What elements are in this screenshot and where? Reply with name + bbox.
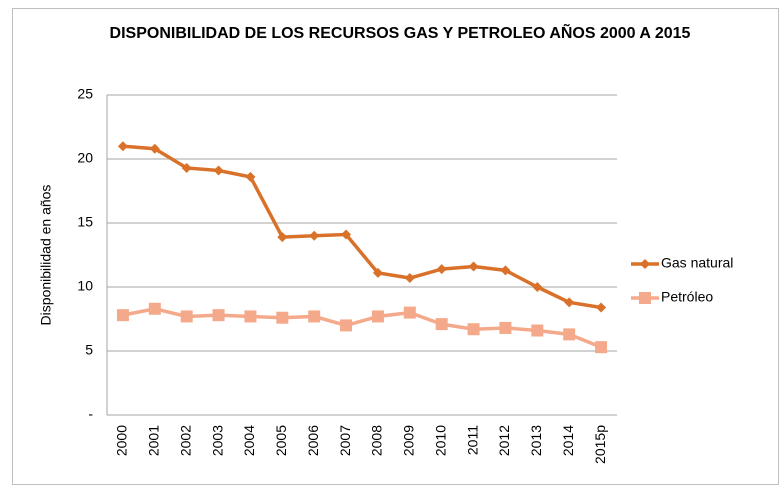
x-tick-label: 2005 (273, 425, 289, 456)
x-tick-label: 2013 (528, 425, 544, 456)
data-point (436, 264, 447, 275)
y-tick-label: 5 (85, 342, 93, 358)
y-tick-label: 20 (77, 150, 93, 166)
data-point (371, 310, 384, 323)
x-tick-label: 2002 (177, 425, 193, 456)
y-tick-label: 25 (77, 86, 93, 102)
legend-marker (640, 259, 650, 269)
x-tick-label: 2000 (114, 425, 130, 456)
x-tick-label: 2011 (464, 425, 480, 455)
data-point (564, 297, 575, 308)
legend-label: Gas natural (661, 255, 733, 271)
chart-title: DISPONIBILIDAD DE LOS RECURSOS GAS Y PET… (109, 25, 691, 42)
data-point (116, 309, 129, 322)
data-point (277, 232, 288, 243)
data-point (149, 143, 160, 154)
data-point (563, 328, 576, 341)
chart-border (12, 8, 779, 485)
data-point (595, 341, 608, 354)
data-point (180, 310, 193, 323)
data-point (532, 282, 543, 292)
data-point (181, 162, 192, 173)
legend-marker (639, 292, 651, 304)
data-point (212, 309, 225, 322)
data-point (531, 324, 544, 337)
data-point (213, 165, 224, 176)
data-point (276, 311, 289, 324)
x-tick-label: 2012 (496, 425, 512, 456)
x-tick-label: 2001 (146, 425, 162, 456)
series-line (122, 306, 602, 349)
data-point (403, 306, 416, 319)
data-point (309, 230, 320, 241)
x-tick-label: 2014 (560, 425, 576, 456)
data-point (404, 273, 415, 284)
x-tick-label: 2003 (209, 425, 225, 456)
data-point (372, 267, 383, 278)
data-point (308, 310, 321, 323)
data-point (117, 141, 128, 152)
legend-label: Petróleo (661, 289, 713, 305)
x-tick-label: 2008 (369, 425, 385, 456)
data-point (340, 319, 353, 332)
data-point (245, 171, 256, 182)
data-point (467, 323, 480, 336)
x-tick-label: 2010 (432, 425, 448, 456)
x-tick-label: 2015p (592, 425, 608, 464)
data-point (500, 265, 511, 276)
y-tick-label: - (88, 406, 93, 422)
data-point (435, 318, 448, 331)
data-point (499, 321, 512, 334)
data-point (148, 302, 161, 315)
data-point (596, 302, 607, 313)
y-tick-label: 15 (77, 214, 93, 230)
series-line (122, 144, 602, 310)
x-tick-label: 2004 (241, 425, 257, 456)
x-tick-label: 2006 (305, 425, 321, 456)
data-point (341, 229, 352, 240)
data-point (244, 310, 257, 323)
data-point (468, 261, 479, 272)
y-tick-label: 10 (77, 278, 93, 294)
x-tick-label: 2009 (401, 425, 417, 456)
x-tick-label: 2007 (337, 425, 353, 456)
y-axis-label: Disponibilidad en años (38, 185, 54, 326)
